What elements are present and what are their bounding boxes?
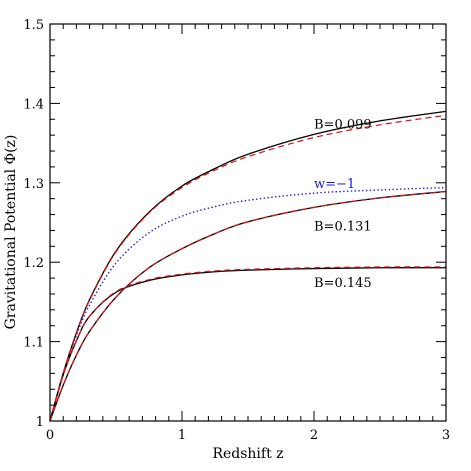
series-layer [49, 110, 447, 422]
series-dashed-line-6 [49, 266, 447, 422]
curve-annotation-1: w=−1 [314, 177, 355, 192]
series-solid-line-5 [49, 267, 447, 422]
series-dashed-line-1 [49, 114, 447, 422]
plot-frame [49, 23, 447, 422]
y-tick-label-5: 1.5 [23, 18, 44, 33]
series-solid-line-3 [49, 190, 447, 422]
curve-annotation-3: B=0.145 [314, 276, 372, 291]
plot-border [49, 23, 447, 422]
curve-annotation-2: B=0.131 [314, 220, 372, 235]
y-tick-label-0: 1 [36, 415, 44, 430]
axis-ticks: 0 1 2 311.11.21.31.41.5 [23, 18, 450, 443]
series-dashed-line-4 [49, 190, 447, 422]
curve-annotation-0: B=0.099 [314, 117, 372, 132]
y-tick-label-1: 1.1 [23, 336, 44, 351]
y-axis-label: Gravitational Potential Φ(z) [3, 135, 19, 330]
x-tick-label-0: 0 [46, 428, 54, 443]
series-solid-line-0 [49, 110, 447, 422]
x-tick-label-1: 1 [178, 428, 186, 443]
curve-annotations: B=0.099 w=−1 B=0.131 B=0.145 [314, 117, 372, 291]
y-tick-label-3: 1.3 [23, 177, 44, 192]
y-tick-label-4: 1.4 [23, 97, 44, 112]
x-tick-label-2: 2 [310, 428, 318, 443]
x-tick-label-3: 3 [442, 428, 450, 443]
x-axis-label: Redshift z [212, 446, 283, 462]
y-tick-label-2: 1.2 [23, 256, 44, 271]
